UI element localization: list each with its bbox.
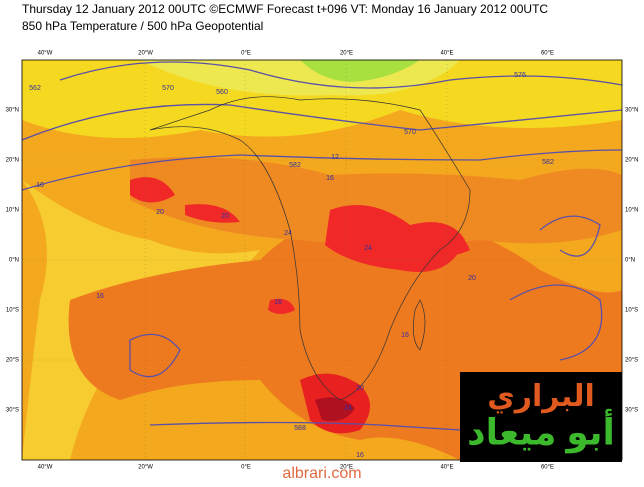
very-hot-region [315,397,355,422]
hot-region [325,205,465,272]
lon-label: 60°E [541,51,554,57]
lat-label: 0°N [9,258,19,264]
lat-label: 10°S [625,308,638,314]
lat-label: 30°N [6,108,19,114]
hot-region [130,177,470,314]
contour-label: 16 [96,293,104,300]
map-frame [21,59,623,461]
lat-label: 0°N [625,258,635,264]
contour-label: 16 [274,299,282,306]
contour-label: 562 [29,85,41,92]
lon-label: 0°E [241,51,251,57]
contour-label: 24 [364,245,372,252]
lat-label: 30°N [625,108,638,114]
lon-label: 20°W [138,465,153,471]
watermark-box [460,372,622,462]
lon-label: 0°E [241,465,251,471]
lon-label: 20°W [138,51,153,57]
lat-label: 10°N [625,208,638,214]
contour-label: 16 [401,332,409,339]
lon-label: 40°W [38,51,53,57]
contour-label: 582 [289,162,301,169]
coastline [149,96,471,401]
contour-label: 570 [404,129,416,136]
contour-label: 20 [221,213,229,220]
lat-label: 20°S [6,358,19,364]
contour-label: 16 [326,175,334,182]
contour-line [22,61,622,441]
contour-label: 20 [468,275,476,282]
green-region [300,60,420,82]
lat-label: 30°S [6,408,19,414]
lon-label: 40°E [440,465,453,471]
lon-label: 40°E [440,51,453,57]
lon-label: 20°E [340,465,353,471]
contour-label: 20 [356,385,364,392]
lon-label: 60°E [541,465,554,471]
lon-label: 20°E [340,51,353,57]
warm-band [130,157,622,245]
title-line: Thursday 12 January 2012 00UTC ©ECMWF Fo… [22,2,548,16]
graticule [22,60,622,460]
lon-label: 40°W [38,465,53,471]
contour-label: 24 [284,230,292,237]
site-name: albrari.com [282,465,361,482]
contour-label: 24 [344,405,352,412]
lat-label: 20°S [625,358,638,364]
contour-label: 570 [162,85,174,92]
watermark-line: أبو ميعاد [467,409,615,454]
contour-label: 576 [514,72,526,79]
lat-label: 10°S [6,308,19,314]
contour-label: 582 [542,159,554,166]
lat-label: 10°N [6,208,19,214]
subtitle-line: 850 hPa Temperature / 500 hPa Geopotenti… [22,19,263,33]
coastline [413,299,426,351]
contour-label: 16 [36,182,44,189]
contour-label: 20 [156,209,164,216]
contour-label: 12 [331,154,339,161]
lat-label: 20°N [625,158,638,164]
lat-label: 20°N [6,158,19,164]
contour-label: 560 [216,89,228,96]
watermark-line: البراري [487,380,595,413]
contour-label: 16 [356,452,364,459]
lat-label: 30°S [625,408,638,414]
contour-label: 588 [294,425,306,432]
